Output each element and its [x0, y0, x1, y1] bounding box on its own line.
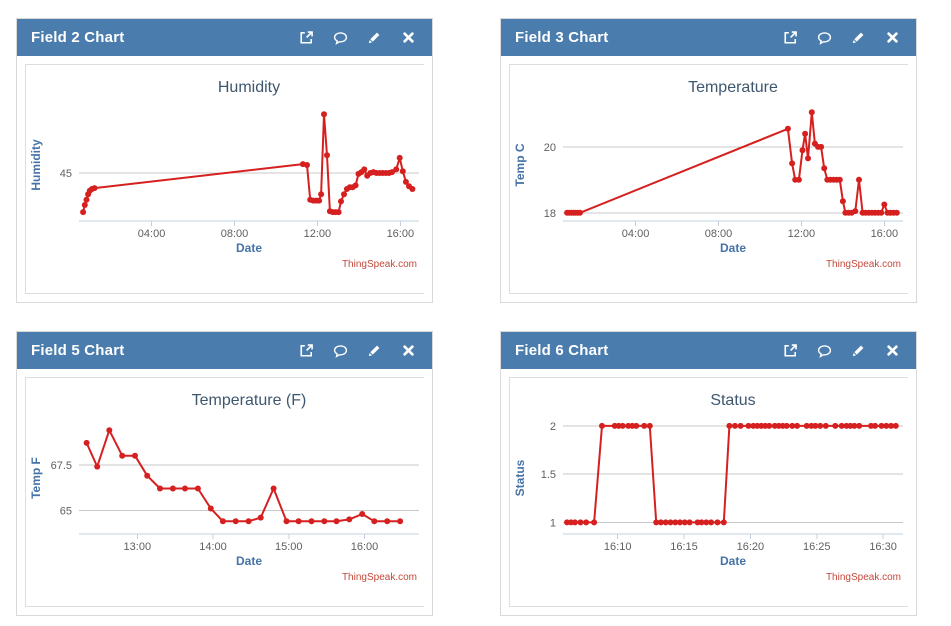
svg-text:Temperature: Temperature — [688, 79, 778, 96]
svg-text:Date: Date — [720, 554, 746, 568]
svg-text:2: 2 — [550, 421, 556, 433]
panel-title: Field 2 Chart — [31, 29, 125, 46]
panel-title: Field 6 Chart — [515, 342, 609, 359]
panel-header: Field 6 Chart — [501, 332, 916, 369]
chart-canvas: 45 04:00 08:00 12:00 16:00 Humidity Date Humidi… — [26, 65, 425, 293]
svg-text:1: 1 — [550, 517, 556, 529]
dashboard-grid: Field 2 Chart 45 04:00 08:00 12:00 16:00 Humi… — [16, 18, 917, 616]
chart-panel: Field 5 Chart 65 67.5 13:00 14:00 15:00 16:00… — [16, 331, 433, 616]
comment-icon[interactable] — [817, 343, 832, 358]
svg-text:Temp F: Temp F — [29, 457, 43, 499]
panel-toolbar — [299, 30, 432, 45]
edit-icon[interactable] — [367, 30, 382, 45]
svg-text:04:00: 04:00 — [622, 228, 650, 240]
chart-frame: 18 20 04:00 08:00 12:00 16:00 Temperature Date T… — [509, 64, 909, 294]
svg-text:Temp C: Temp C — [513, 143, 527, 186]
panel-body: 18 20 04:00 08:00 12:00 16:00 Temperature Date T… — [501, 56, 916, 302]
svg-text:16:00: 16:00 — [387, 228, 415, 240]
svg-text:16:20: 16:20 — [737, 541, 765, 553]
svg-text:Date: Date — [720, 241, 746, 255]
close-icon[interactable] — [885, 30, 900, 45]
chart-panel: Field 3 Chart 18 20 04:00 08:00 12:00 16:00 Te… — [500, 18, 917, 303]
svg-text:08:00: 08:00 — [221, 228, 249, 240]
svg-text:Date: Date — [236, 241, 262, 255]
chart-frame: 45 04:00 08:00 12:00 16:00 Humidity Date Humidi… — [25, 64, 425, 294]
svg-text:16:15: 16:15 — [670, 541, 698, 553]
svg-text:Status: Status — [710, 392, 755, 409]
svg-text:ThingSpeak.com: ThingSpeak.com — [826, 259, 901, 270]
panel-body: 1 1.5 2 16:10 16:15 16:20 16:25 16:30 Status Date… — [501, 369, 916, 615]
panel-header: Field 3 Chart — [501, 19, 916, 56]
panel-toolbar — [783, 30, 916, 45]
svg-text:45: 45 — [60, 168, 72, 180]
svg-text:Status: Status — [513, 459, 527, 496]
panel-title: Field 3 Chart — [515, 29, 609, 46]
panel-body: 65 67.5 13:00 14:00 15:00 16:00 Temperature (F… — [17, 369, 432, 615]
panel-toolbar — [299, 343, 432, 358]
svg-text:15:00: 15:00 — [275, 541, 303, 553]
external-link-icon[interactable] — [299, 30, 314, 45]
panel-header: Field 2 Chart — [17, 19, 432, 56]
svg-text:16:00: 16:00 — [351, 541, 379, 553]
chart-frame: 1 1.5 2 16:10 16:15 16:20 16:25 16:30 Status Date… — [509, 377, 909, 607]
svg-text:Humidity: Humidity — [218, 79, 280, 96]
svg-text:ThingSpeak.com: ThingSpeak.com — [342, 259, 417, 270]
svg-text:04:00: 04:00 — [138, 228, 166, 240]
svg-text:65: 65 — [60, 505, 72, 517]
svg-text:13:00: 13:00 — [124, 541, 152, 553]
comment-icon[interactable] — [817, 30, 832, 45]
panel-header: Field 5 Chart — [17, 332, 432, 369]
chart-canvas: 18 20 04:00 08:00 12:00 16:00 Temperature Date T… — [510, 65, 909, 293]
svg-text:16:10: 16:10 — [604, 541, 632, 553]
svg-text:16:30: 16:30 — [869, 541, 897, 553]
close-icon[interactable] — [885, 343, 900, 358]
external-link-icon[interactable] — [299, 343, 314, 358]
chart-canvas: 1 1.5 2 16:10 16:15 16:20 16:25 16:30 Status Date… — [510, 378, 909, 606]
edit-icon[interactable] — [851, 30, 866, 45]
panel-body: 45 04:00 08:00 12:00 16:00 Humidity Date Humidi… — [17, 56, 432, 302]
chart-panel: Field 2 Chart 45 04:00 08:00 12:00 16:00 Humi… — [16, 18, 433, 303]
svg-text:16:25: 16:25 — [803, 541, 831, 553]
edit-icon[interactable] — [367, 343, 382, 358]
comment-icon[interactable] — [333, 343, 348, 358]
external-link-icon[interactable] — [783, 343, 798, 358]
panel-toolbar — [783, 343, 916, 358]
chart-frame: 65 67.5 13:00 14:00 15:00 16:00 Temperature (F… — [25, 377, 425, 607]
svg-text:18: 18 — [544, 208, 556, 220]
svg-text:Temperature (F): Temperature (F) — [192, 392, 307, 409]
panel-title: Field 5 Chart — [31, 342, 125, 359]
edit-icon[interactable] — [851, 343, 866, 358]
svg-text:67.5: 67.5 — [51, 460, 72, 472]
svg-text:14:00: 14:00 — [199, 541, 227, 553]
chart-canvas: 65 67.5 13:00 14:00 15:00 16:00 Temperature (F… — [26, 378, 425, 606]
external-link-icon[interactable] — [783, 30, 798, 45]
svg-text:Date: Date — [236, 554, 262, 568]
svg-text:20: 20 — [544, 142, 556, 154]
comment-icon[interactable] — [333, 30, 348, 45]
chart-panel: Field 6 Chart 1 1.5 2 16:10 16:15 16:20 16:25 1… — [500, 331, 917, 616]
svg-text:16:00: 16:00 — [871, 228, 899, 240]
svg-text:Humidity: Humidity — [29, 139, 43, 191]
svg-text:ThingSpeak.com: ThingSpeak.com — [826, 572, 901, 583]
svg-text:12:00: 12:00 — [304, 228, 332, 240]
svg-text:12:00: 12:00 — [788, 228, 816, 240]
svg-text:ThingSpeak.com: ThingSpeak.com — [342, 572, 417, 583]
svg-text:1.5: 1.5 — [541, 469, 556, 481]
close-icon[interactable] — [401, 30, 416, 45]
svg-text:08:00: 08:00 — [705, 228, 733, 240]
close-icon[interactable] — [401, 343, 416, 358]
